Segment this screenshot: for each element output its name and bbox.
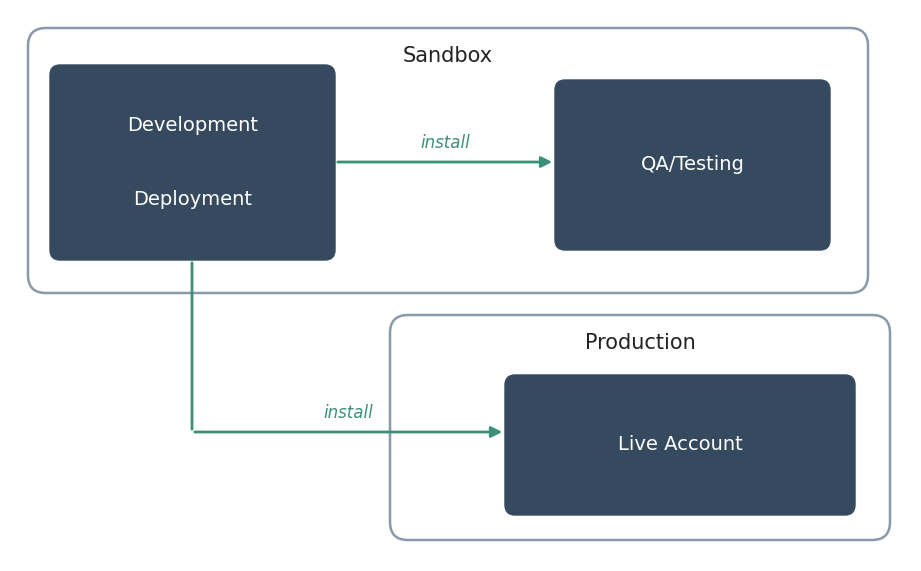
Text: Production: Production [585, 333, 695, 353]
Text: Development

Deployment: Development Deployment [127, 116, 258, 209]
FancyBboxPatch shape [505, 375, 855, 515]
FancyBboxPatch shape [555, 80, 830, 250]
FancyBboxPatch shape [390, 315, 890, 540]
FancyBboxPatch shape [50, 65, 335, 260]
Text: Live Account: Live Account [618, 436, 742, 455]
Text: Sandbox: Sandbox [402, 46, 493, 66]
Text: QA/Testing: QA/Testing [641, 155, 744, 175]
FancyBboxPatch shape [28, 28, 868, 293]
Text: install: install [323, 404, 373, 422]
Text: install: install [420, 134, 470, 152]
